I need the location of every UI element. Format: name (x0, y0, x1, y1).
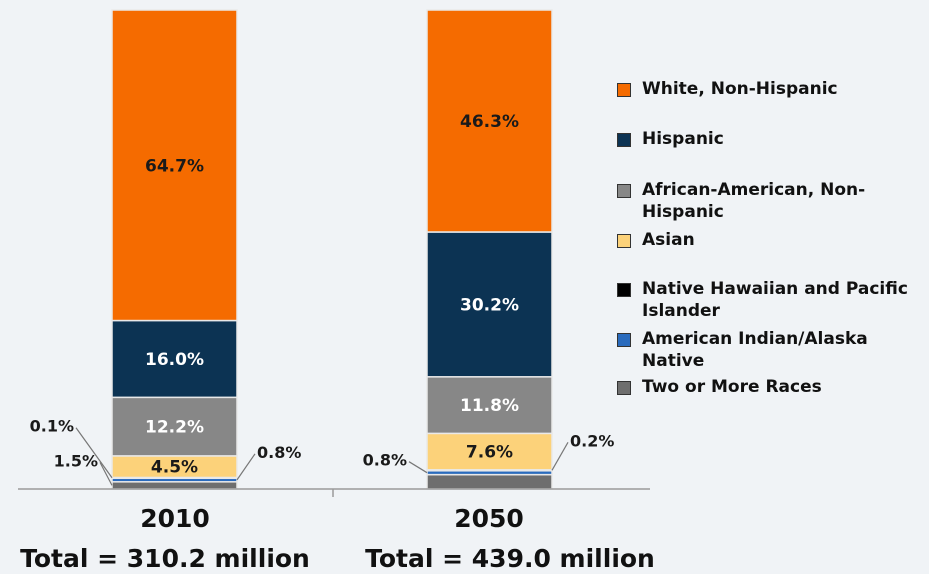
leader-line-native-hawaiian-2050 (551, 442, 569, 471)
legend-label-white: White, Non-Hispanic (642, 79, 838, 99)
legend-label-two-or-more: Two or More Races (642, 377, 822, 397)
data-labels: 1.5% 0.8% 0.1% 4.5% 12.2% 16.0% 64.7% 0.8% 0.2% 7… (30, 112, 615, 478)
bar-segment-white-2010 (111, 9, 238, 322)
data-label-asian-2010: 4.5% (151, 458, 198, 478)
data-label-asian-2050: 7.6% (466, 443, 513, 463)
bar-segment-asian-2050 (426, 432, 553, 471)
legend-swatch-asian (617, 234, 631, 248)
bar-segment-two-or-more-2010 (111, 481, 238, 490)
data-label-two-or-more-2010: 1.5% (54, 451, 98, 470)
bar-segment-hispanic-2010 (111, 319, 238, 399)
bar-segment-african-american-2050 (426, 376, 553, 435)
data-label-african-american-2050: 11.8% (460, 396, 519, 416)
data-label-african-american-2010: 12.2% (145, 418, 204, 438)
bar-segment-african-american-2010 (111, 396, 238, 457)
leader-line-american-indian-2050 (408, 461, 428, 474)
category-label-2010: 2010 (140, 504, 210, 533)
leader-line-two-or-more-2010 (99, 462, 113, 486)
legend-swatch-native-hawaiian (617, 283, 631, 297)
data-label-native-hawaiian-2010: 0.1% (30, 417, 74, 436)
data-label-hispanic-2010: 16.0% (145, 350, 204, 370)
data-label-native-hawaiian-2050: 0.2% (570, 431, 614, 450)
data-label-white-2050: 46.3% (460, 112, 519, 132)
total-label-2050: Total = 439.0 million (365, 544, 655, 573)
legend-swatch-african-american (617, 184, 631, 198)
legend-label-american-indian: American Indian/Alaska Native (642, 329, 868, 371)
legend-label-hispanic: Hispanic (642, 129, 724, 149)
legend-label-african-american: African-American, Non-Hispanic (642, 180, 866, 222)
data-label-hispanic-2050: 30.2% (460, 295, 519, 315)
legend-swatch-american-indian (617, 333, 631, 347)
bar-segment-hispanic-2050 (426, 231, 553, 378)
leader-line-native-hawaiian-2010 (75, 427, 113, 479)
total-label-2010: Total = 310.2 million (20, 544, 310, 573)
legend-swatch-hispanic (617, 133, 631, 147)
bars (111, 9, 553, 490)
legend-swatch-white (617, 83, 631, 97)
category-label-2050: 2050 (454, 504, 524, 533)
data-label-american-indian-2050: 0.8% (363, 451, 407, 470)
bar-segment-two-or-more-2050 (426, 473, 553, 490)
bar-segment-white-2050 (426, 9, 553, 233)
legend-label-asian: Asian (642, 230, 695, 250)
leader-line-american-indian-2010 (236, 453, 256, 481)
legend-swatch-two-or-more (617, 381, 631, 395)
leader-lines (75, 427, 569, 486)
legend-label-native-hawaiian: Native Hawaiian and Pacific Islander (642, 279, 908, 321)
data-label-american-indian-2010: 0.8% (257, 443, 301, 462)
data-label-white-2010: 64.7% (145, 156, 204, 176)
